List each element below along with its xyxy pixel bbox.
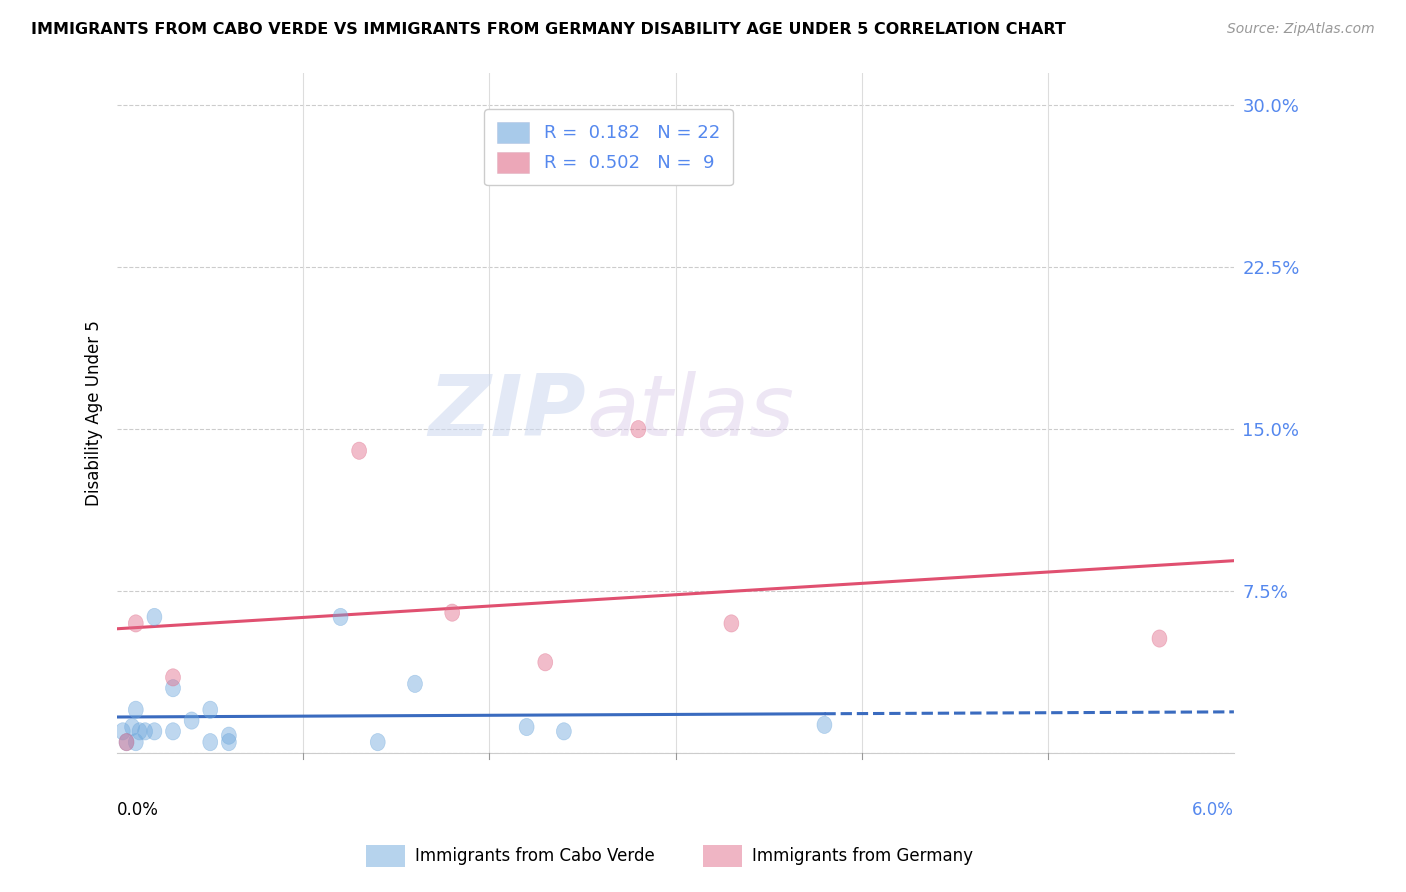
Ellipse shape bbox=[120, 733, 134, 751]
Ellipse shape bbox=[132, 723, 148, 740]
Ellipse shape bbox=[115, 723, 131, 740]
Ellipse shape bbox=[221, 727, 236, 744]
Text: 0.0%: 0.0% bbox=[117, 800, 159, 819]
Ellipse shape bbox=[120, 733, 134, 751]
Ellipse shape bbox=[202, 733, 218, 751]
Ellipse shape bbox=[352, 442, 367, 459]
Ellipse shape bbox=[148, 723, 162, 740]
Legend: R =  0.182   N = 22, R =  0.502   N =  9: R = 0.182 N = 22, R = 0.502 N = 9 bbox=[484, 109, 733, 186]
Ellipse shape bbox=[184, 712, 200, 729]
Ellipse shape bbox=[166, 669, 180, 686]
Ellipse shape bbox=[408, 675, 422, 692]
Y-axis label: Disability Age Under 5: Disability Age Under 5 bbox=[86, 320, 103, 506]
Ellipse shape bbox=[370, 733, 385, 751]
Ellipse shape bbox=[444, 604, 460, 621]
Ellipse shape bbox=[333, 608, 347, 625]
Ellipse shape bbox=[148, 608, 162, 625]
Ellipse shape bbox=[128, 733, 143, 751]
Ellipse shape bbox=[166, 680, 180, 697]
Ellipse shape bbox=[817, 716, 832, 733]
Ellipse shape bbox=[128, 701, 143, 718]
Ellipse shape bbox=[519, 718, 534, 736]
Ellipse shape bbox=[128, 615, 143, 632]
Ellipse shape bbox=[538, 654, 553, 671]
Text: atlas: atlas bbox=[586, 371, 794, 454]
Ellipse shape bbox=[631, 420, 645, 438]
Ellipse shape bbox=[557, 723, 571, 740]
Ellipse shape bbox=[125, 718, 139, 736]
Ellipse shape bbox=[202, 701, 218, 718]
Text: ZIP: ZIP bbox=[429, 371, 586, 454]
Text: IMMIGRANTS FROM CABO VERDE VS IMMIGRANTS FROM GERMANY DISABILITY AGE UNDER 5 COR: IMMIGRANTS FROM CABO VERDE VS IMMIGRANTS… bbox=[31, 22, 1066, 37]
Text: 6.0%: 6.0% bbox=[1192, 800, 1234, 819]
Text: Immigrants from Germany: Immigrants from Germany bbox=[752, 847, 973, 865]
Ellipse shape bbox=[138, 723, 153, 740]
Text: Immigrants from Cabo Verde: Immigrants from Cabo Verde bbox=[415, 847, 655, 865]
Ellipse shape bbox=[724, 615, 738, 632]
Ellipse shape bbox=[221, 733, 236, 751]
Ellipse shape bbox=[1152, 630, 1167, 648]
Ellipse shape bbox=[166, 723, 180, 740]
Text: Source: ZipAtlas.com: Source: ZipAtlas.com bbox=[1227, 22, 1375, 37]
